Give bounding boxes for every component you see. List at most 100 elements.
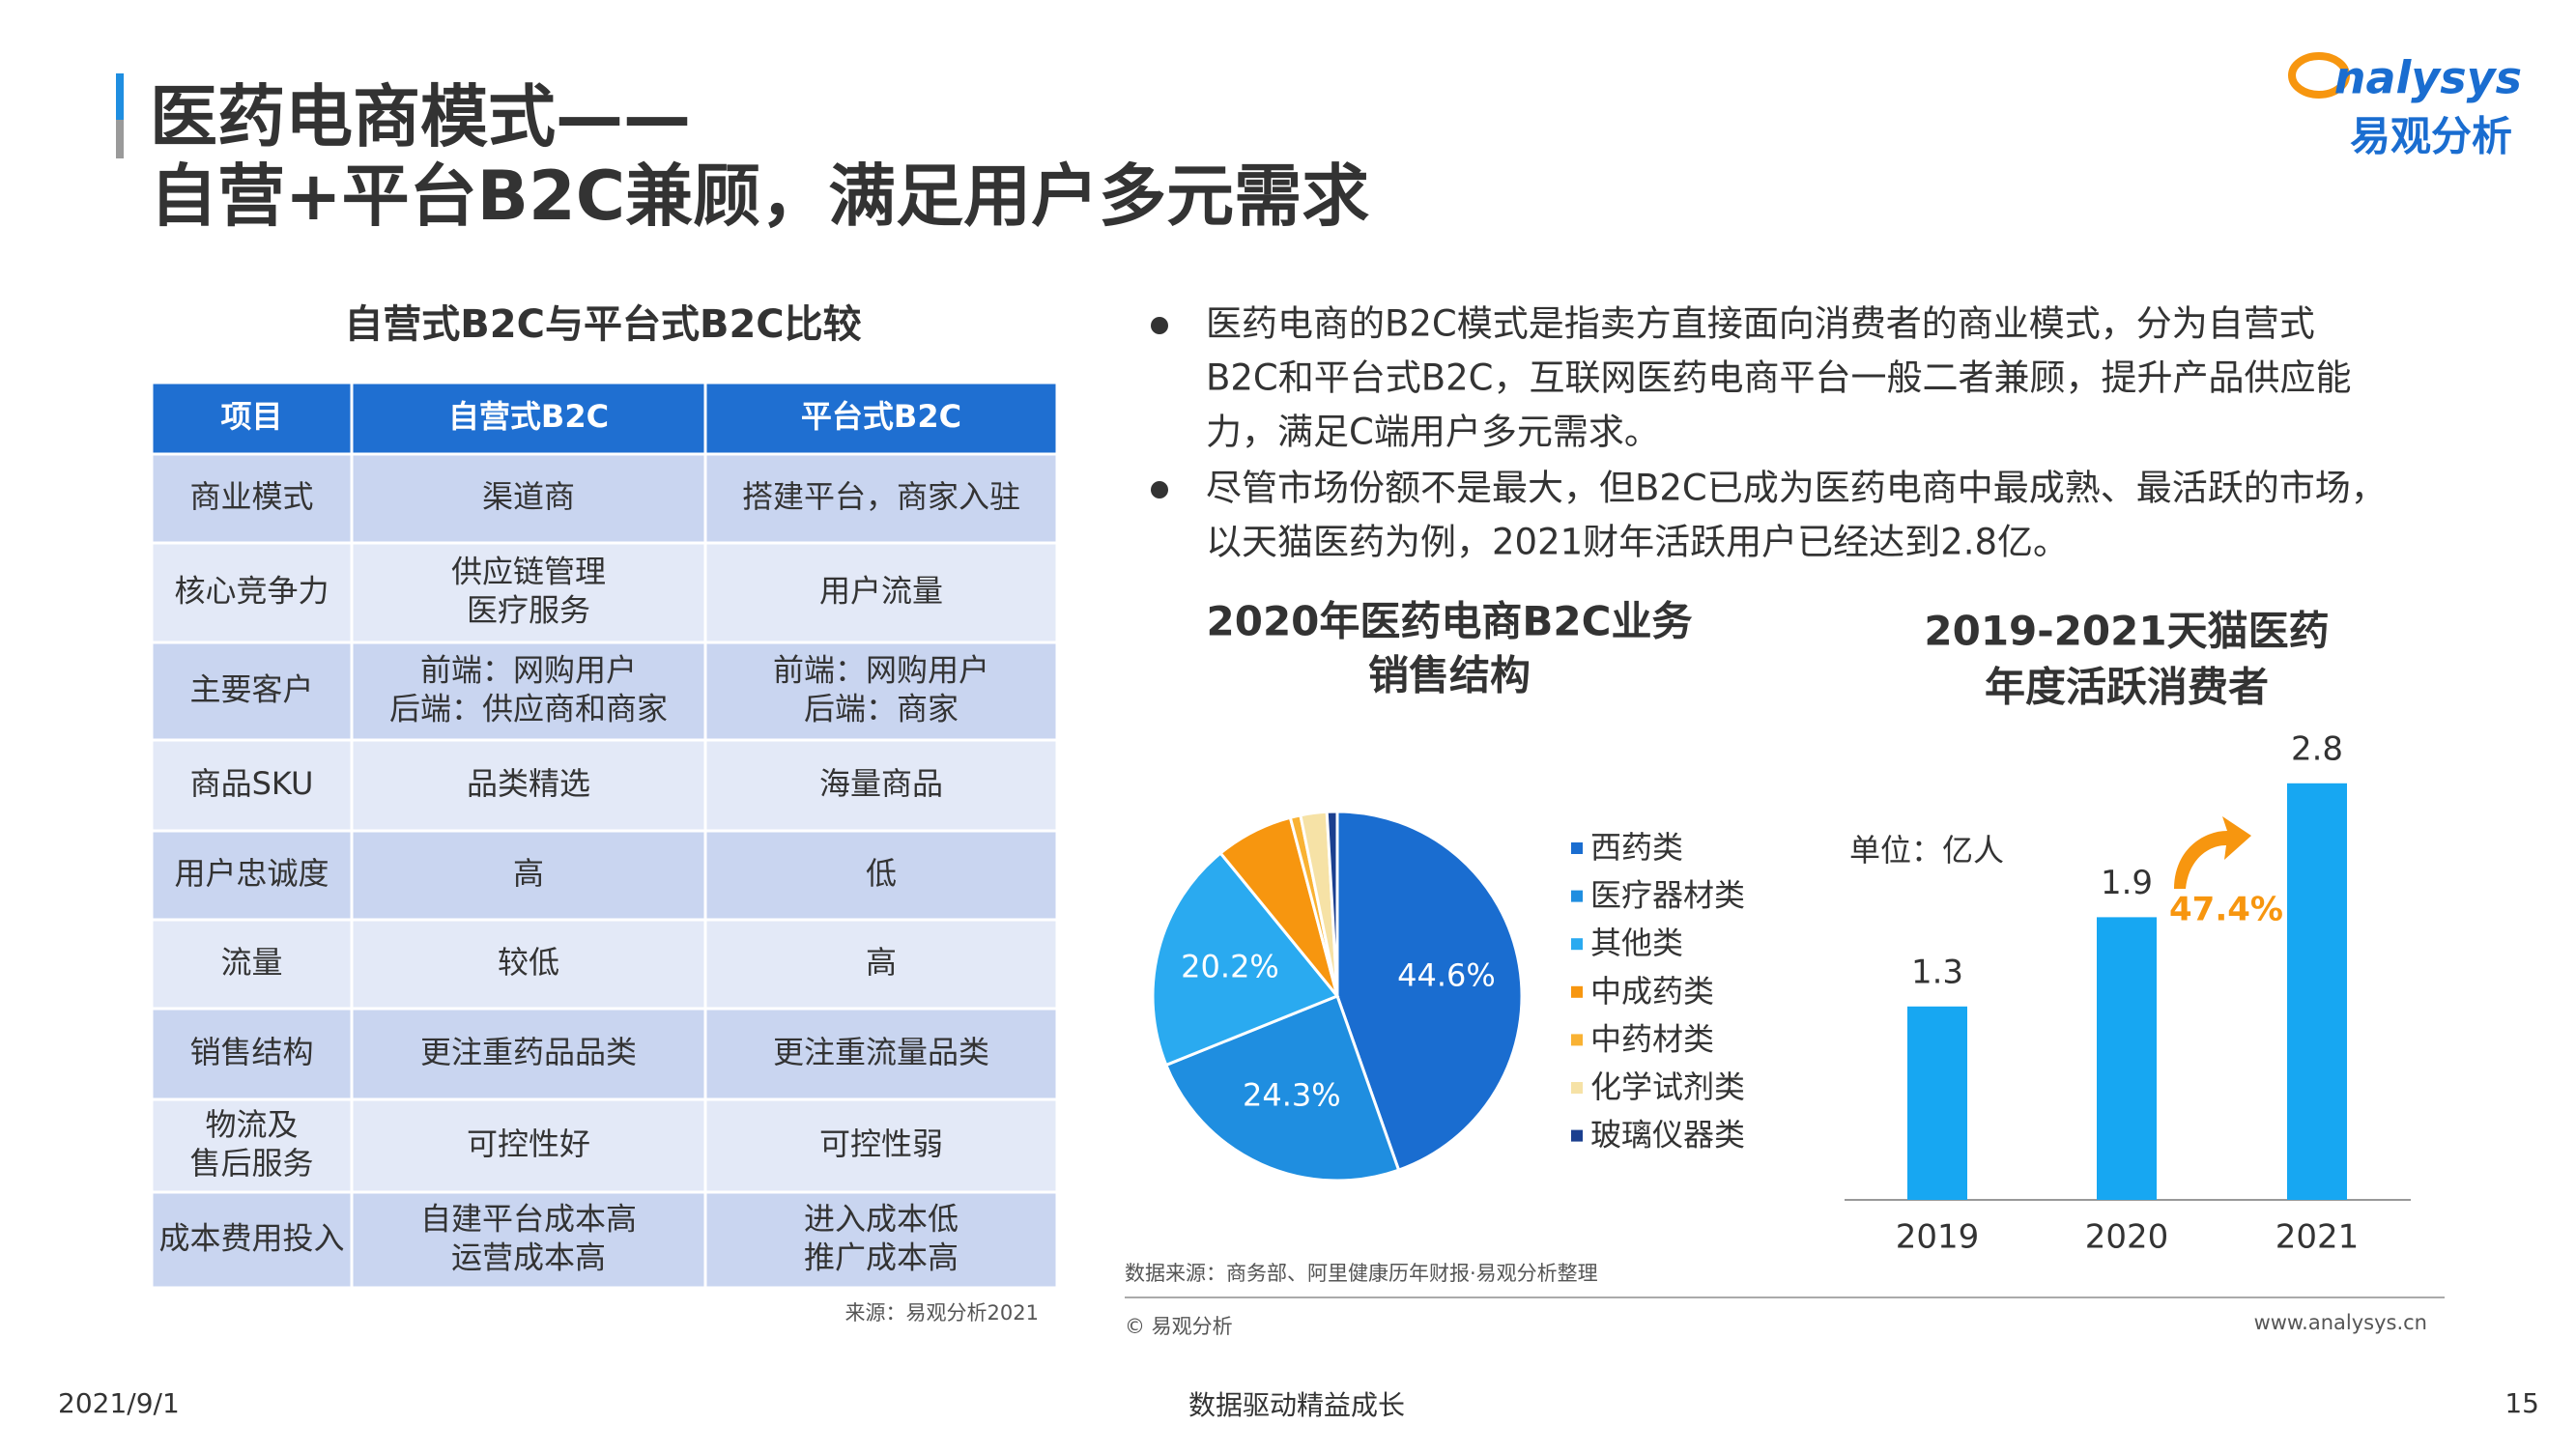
bullet-text: B2C和平台式B2C，互联网医药电商平台一般二者兼顾，提升产品供应能 <box>1206 357 2352 399</box>
growth-arrow <box>2174 816 2251 889</box>
chart-title: 年度活跃消费者 <box>1985 664 2269 711</box>
table-cell-text: 后端：商家 <box>804 691 959 727</box>
legend-label: 玻璃仪器类 <box>1590 1117 1745 1154</box>
bullet-text: 尽管市场份额不是最大，但B2C已成为医药电商中最成熟、最活跃的市场， <box>1206 468 2387 509</box>
legend-label: 西药类 <box>1590 829 1683 866</box>
accent-bar <box>116 120 124 158</box>
table-cell-text: 物流及 <box>205 1106 298 1143</box>
table-cell-text: 前端：网购用户 <box>773 652 989 689</box>
footer-date: 2021/9/1 <box>58 1387 180 1419</box>
chart-title: 2019-2021天猫医药 <box>1924 608 2329 655</box>
bullet-text: 以天猫医药为例，2021财年活跃用户已经达到2.8亿。 <box>1206 522 2069 563</box>
logo-brand: nalysys <box>2334 52 2522 104</box>
legend-swatch <box>1571 1034 1583 1046</box>
pie-label: 20.2% <box>1181 949 1279 985</box>
legend-swatch <box>1571 890 1583 902</box>
unit-label: 单位：亿人 <box>1849 832 2004 869</box>
table-cell <box>150 1097 354 1194</box>
table-cell-text: 流量 <box>220 944 282 981</box>
chart-title: 销售结构 <box>1368 652 1531 699</box>
x-tick-label: 2020 <box>2085 1218 2169 1257</box>
pie-slice <box>1335 810 1524 1173</box>
table-cell <box>703 918 1059 1011</box>
bar-value-label: 1.9 <box>2101 864 2153 902</box>
footer-slogan: 数据驱动精益成长 <box>1188 1389 1405 1421</box>
table-cell <box>150 738 354 833</box>
footer-page: 15 <box>2504 1387 2539 1419</box>
bullet-dot <box>1151 481 1168 499</box>
legend-label: 中成药类 <box>1590 973 1714 1010</box>
copyright: © 易观分析 <box>1125 1315 1233 1338</box>
table-cell-text: 更注重流量品类 <box>773 1034 989 1070</box>
accent-bar <box>116 73 124 120</box>
url: www.analysys.cn <box>2254 1311 2427 1334</box>
table-cell-text: 低 <box>866 855 897 892</box>
table-cell <box>703 452 1059 545</box>
logo-mark <box>2288 52 2350 99</box>
table-cell-text: 可控性好 <box>467 1125 590 1162</box>
table-cell-text: 运营成本高 <box>451 1239 606 1276</box>
table-cell <box>703 641 1059 742</box>
table-cell <box>350 738 707 833</box>
pie-label: 24.3% <box>1243 1076 1341 1113</box>
table-cell <box>350 1097 707 1194</box>
table-cell <box>350 829 707 922</box>
table-title: 自营式B2C与平台式B2C比较 <box>344 302 861 347</box>
bullet-text: 医药电商的B2C模式是指卖方直接面向消费者的商业模式，分为自营式 <box>1206 303 2315 345</box>
table-header-cell <box>150 381 354 456</box>
bar <box>2287 783 2347 1200</box>
table-cell-text: 渠道商 <box>482 478 575 515</box>
legend-swatch <box>1571 1129 1583 1142</box>
table-cell-text: 用户忠诚度 <box>174 855 329 892</box>
table-cell-text: 核心竞争力 <box>174 573 329 610</box>
growth-annotation: 47.4% <box>2169 891 2283 929</box>
chart-title: 2020年医药电商B2C业务 <box>1207 598 1693 645</box>
table-cell <box>150 1190 354 1290</box>
bar <box>2097 917 2157 1200</box>
table-cell-text: 后端：供应商和商家 <box>389 691 668 727</box>
table-cell-text: 售后服务 <box>189 1145 313 1182</box>
legend-label: 其他类 <box>1590 925 1683 961</box>
bullet-text: 力，满足C端用户多元需求。 <box>1206 412 1660 453</box>
title: 医药电商模式—— <box>150 77 691 157</box>
table-cell-text: 成本费用投入 <box>158 1220 344 1257</box>
table-header-text: 自营式B2C <box>448 398 609 435</box>
table-cell-text: 品类精选 <box>467 765 590 802</box>
bullet-dot <box>1151 317 1168 334</box>
table-cell-text: 搭建平台，商家入驻 <box>742 478 1020 515</box>
table-cell <box>703 829 1059 922</box>
table-cell-text: 自建平台成本高 <box>420 1201 637 1238</box>
table-cell-text: 商业模式 <box>189 478 313 515</box>
legend-label: 化学试剂类 <box>1590 1068 1745 1105</box>
table-cell-text: 推广成本高 <box>804 1239 959 1276</box>
table-cell-text: 可控性弱 <box>819 1125 943 1162</box>
table-source: 来源：易观分析2021 <box>845 1301 1039 1325</box>
table-header-text: 平台式B2C <box>801 398 961 435</box>
table-cell <box>703 1097 1059 1194</box>
data-source: 数据来源：商务部、阿里健康历年财报·易观分析整理 <box>1125 1262 1598 1285</box>
legend-label: 中药材类 <box>1590 1020 1714 1057</box>
table-cell <box>703 541 1059 644</box>
title: 自营+平台B2C兼顾，满足用户多元需求 <box>150 157 1369 236</box>
table-cell <box>350 1007 707 1101</box>
table-cell <box>350 452 707 545</box>
table-cell-text: 医疗服务 <box>467 592 590 629</box>
table-cell-text: 前端：网购用户 <box>420 652 637 689</box>
table-cell <box>350 541 707 644</box>
legend-swatch <box>1571 842 1583 854</box>
table-cell-text: 更注重药品品类 <box>420 1034 637 1070</box>
pie-label: 44.6% <box>1397 957 1496 994</box>
table-cell-text: 海量商品 <box>819 765 943 802</box>
legend-swatch <box>1571 1082 1583 1094</box>
table-cell-text: 供应链管理 <box>451 554 606 590</box>
table-cell <box>150 641 354 742</box>
table-cell-text: 进入成本低 <box>804 1201 959 1238</box>
table-cell-text: 较低 <box>498 944 559 981</box>
legend-label: 医疗器材类 <box>1590 877 1745 914</box>
legend-swatch <box>1571 985 1583 998</box>
table-cell <box>703 1190 1059 1290</box>
x-tick-label: 2019 <box>1896 1218 1980 1257</box>
table-cell-text: 商品SKU <box>190 765 314 802</box>
table-cell <box>703 1007 1059 1101</box>
